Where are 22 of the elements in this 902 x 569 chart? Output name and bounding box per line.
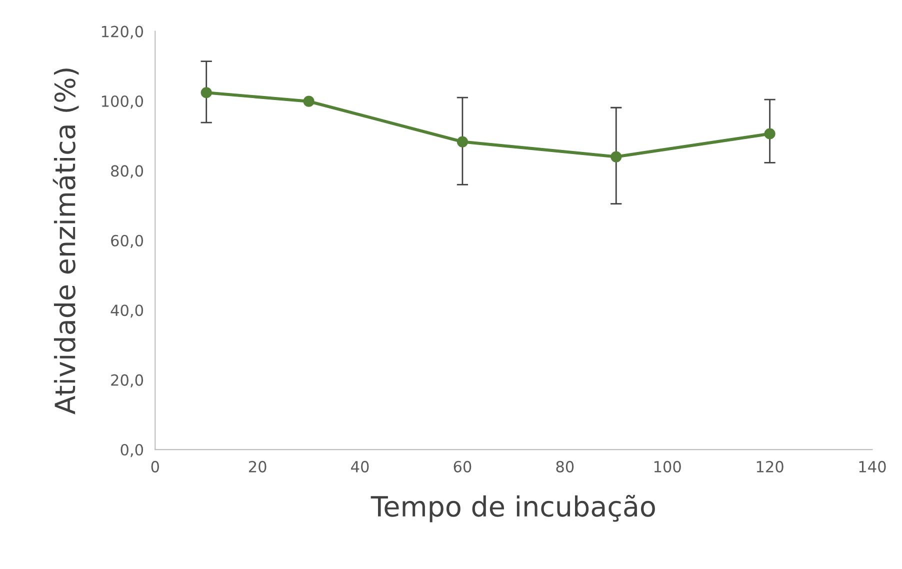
x-tick-label: 60 [454, 460, 472, 472]
point [303, 96, 314, 107]
x-tick-label: 0 [151, 460, 159, 472]
y-tick-label: 40,0 [110, 304, 144, 318]
y-tick-label: 60,0 [111, 234, 144, 248]
y-tick-label: 20,0 [111, 374, 144, 388]
y-tick-label: 0,0 [120, 444, 144, 458]
x-tick-label: 120 [756, 460, 784, 472]
point [200, 87, 212, 98]
y-tick-label: 120,0 [102, 26, 144, 39]
y-tick-label: 80,0 [111, 165, 144, 178]
y-axis-title: Atividade enzimática (%) [52, 68, 79, 414]
point [764, 128, 776, 140]
x-tick-label: 40 [351, 460, 369, 472]
x-tick-label: 100 [654, 460, 681, 472]
x-tick-label: 140 [859, 460, 886, 472]
x-tick-label: 20 [248, 460, 266, 472]
x-tick-label: 80 [556, 460, 574, 472]
point [456, 136, 468, 148]
point [610, 151, 622, 162]
x-axis-title: Tempo de incubação [370, 494, 655, 522]
y-tick-label: 100,0 [102, 95, 144, 109]
